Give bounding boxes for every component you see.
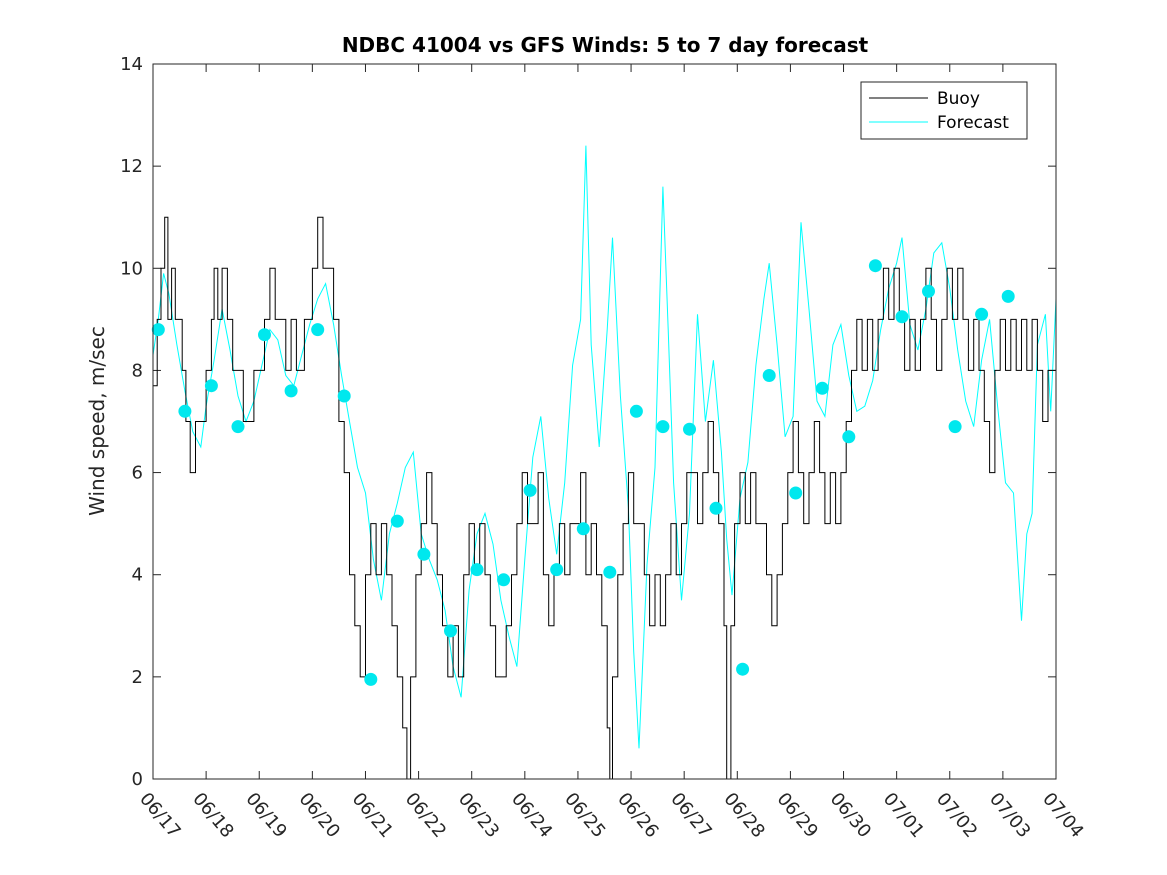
forecast-marker [789, 486, 803, 500]
forecast-marker [311, 323, 325, 337]
y-tick-label: 12 [120, 156, 143, 177]
forecast-marker [815, 381, 829, 395]
forecast-marker [629, 404, 643, 418]
forecast-marker [1001, 289, 1015, 303]
y-tick-label: 2 [132, 667, 143, 688]
y-tick-label: 14 [120, 54, 143, 75]
forecast-marker [736, 662, 750, 676]
forecast-marker [709, 501, 723, 515]
forecast-marker [975, 307, 989, 321]
forecast-marker [444, 624, 457, 638]
forecast-marker [204, 379, 218, 393]
y-tick-label: 10 [120, 258, 143, 279]
forecast-marker [683, 422, 696, 436]
forecast-marker [842, 430, 856, 444]
forecast-marker [390, 514, 404, 528]
forecast-marker [284, 384, 298, 398]
legend-buoy-label: Buoy [937, 89, 980, 109]
forecast-marker [868, 259, 882, 273]
forecast-marker [151, 323, 165, 337]
forecast-marker [497, 573, 511, 587]
legend-box [860, 81, 1028, 140]
chart-title: NDBC 41004 vs GFS Winds: 5 to 7 day fore… [342, 33, 869, 57]
forecast-marker [337, 389, 351, 403]
y-axis-label: Wind speed, m/sec [85, 326, 109, 516]
forecast-marker [364, 672, 378, 686]
forecast-marker [922, 284, 935, 298]
forecast-marker [470, 563, 484, 577]
forecast-marker [178, 404, 192, 418]
forecast-marker [762, 369, 776, 382]
legend-forecast-label: Forecast [937, 113, 1009, 133]
forecast-marker [231, 420, 245, 434]
legend: Buoy Forecast [860, 81, 1028, 140]
y-tick-label: 8 [132, 360, 143, 381]
forecast-marker [656, 420, 670, 434]
forecast-marker [417, 547, 431, 561]
forecast-marker [258, 328, 271, 342]
forecast-marker [603, 565, 617, 579]
y-tick-label: 0 [132, 769, 143, 790]
forecast-marker [576, 522, 590, 536]
forecast-marker [895, 310, 909, 324]
y-tick-label: 6 [132, 463, 143, 484]
forecast-marker [948, 420, 962, 434]
forecast-marker [550, 563, 564, 577]
y-tick-label: 4 [132, 565, 143, 586]
forecast-marker [523, 483, 537, 497]
plot-frame [152, 63, 1057, 780]
